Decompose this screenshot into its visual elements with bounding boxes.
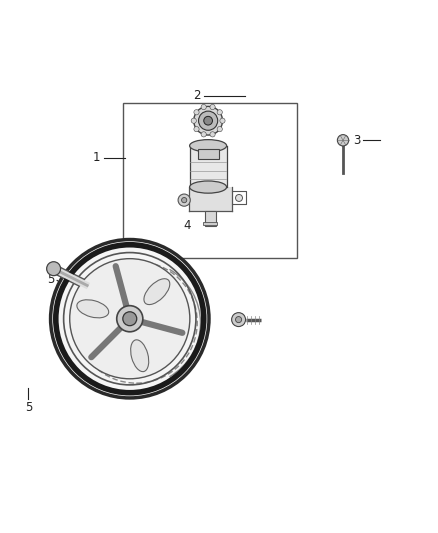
- Text: 2: 2: [193, 90, 201, 102]
- Circle shape: [220, 118, 225, 123]
- Circle shape: [70, 259, 190, 379]
- Ellipse shape: [131, 340, 149, 372]
- Text: 4: 4: [184, 219, 191, 232]
- Ellipse shape: [77, 300, 109, 318]
- Bar: [205, 211, 216, 226]
- Circle shape: [194, 110, 199, 115]
- Circle shape: [337, 135, 349, 146]
- Circle shape: [236, 195, 243, 201]
- Circle shape: [210, 132, 215, 137]
- Circle shape: [232, 313, 246, 327]
- Circle shape: [47, 262, 60, 276]
- Circle shape: [191, 118, 196, 123]
- Circle shape: [178, 194, 190, 206]
- Circle shape: [236, 317, 242, 322]
- Ellipse shape: [190, 181, 226, 193]
- Circle shape: [217, 110, 223, 115]
- Circle shape: [198, 111, 218, 130]
- Circle shape: [201, 104, 206, 110]
- Circle shape: [210, 104, 215, 110]
- Circle shape: [217, 126, 223, 132]
- Ellipse shape: [144, 279, 170, 304]
- Text: 1: 1: [93, 151, 101, 164]
- Circle shape: [117, 305, 143, 332]
- Text: 3: 3: [353, 134, 360, 147]
- Bar: [190, 146, 226, 187]
- Circle shape: [123, 312, 137, 326]
- Circle shape: [50, 239, 209, 398]
- Circle shape: [194, 126, 199, 132]
- Circle shape: [201, 132, 206, 137]
- Ellipse shape: [190, 140, 226, 152]
- Circle shape: [182, 198, 187, 203]
- Bar: [203, 222, 218, 224]
- Text: 5: 5: [47, 273, 54, 286]
- Circle shape: [204, 116, 212, 125]
- Circle shape: [194, 107, 223, 135]
- Bar: [198, 149, 219, 159]
- Bar: [188, 187, 232, 211]
- Text: 5: 5: [25, 401, 32, 415]
- Bar: [123, 103, 297, 258]
